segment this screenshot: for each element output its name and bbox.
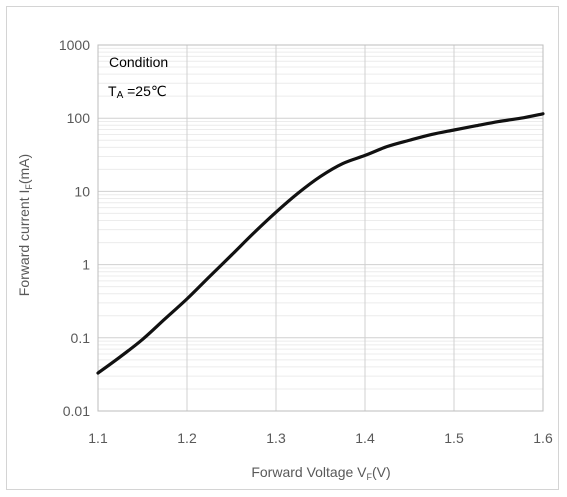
x-axis-title-main: Forward Voltage V	[251, 464, 367, 480]
x-axis-title-sub: F	[367, 472, 373, 482]
temp-subscript: A	[117, 90, 124, 101]
temperature-label: TA =25℃	[108, 83, 167, 101]
x-axis-title: Forward Voltage VF(V)	[251, 464, 390, 482]
x-tick-label: 1.3	[266, 430, 286, 446]
y-tick-label: 0.01	[63, 403, 90, 419]
y-tick-label: 1	[82, 257, 90, 273]
series-line	[96, 112, 545, 375]
y-tick-label: 10	[74, 183, 90, 199]
forward-current-chart: 1.1 1.2 1.3 1.4 1.5 1.6 0.01 0.1 1 10 100 1000 Con…	[16, 37, 553, 482]
plot-area	[97, 44, 544, 412]
y-axis-title-main: Forward current I	[16, 190, 32, 297]
x-tick-label: 1.6	[533, 430, 553, 446]
x-axis-title-tail: (V)	[372, 464, 391, 480]
y-tick-label: 1000	[59, 37, 90, 53]
x-tick-labels: 1.1 1.2 1.3 1.4 1.5 1.6	[88, 430, 553, 446]
x-tick-label: 1.1	[88, 430, 108, 446]
y-tick-labels: 0.01 0.1 1 10 100 1000	[59, 37, 90, 419]
x-tick-label: 1.4	[355, 430, 375, 446]
y-axis-title-sub: F	[24, 184, 34, 190]
y-tick-label: 0.1	[71, 330, 91, 346]
chart-frame: 1.1 1.2 1.3 1.4 1.5 1.6 0.01 0.1 1 10 100 1000 Con…	[6, 6, 559, 490]
plot-border	[97, 44, 544, 412]
x-tick-label: 1.2	[177, 430, 197, 446]
y-axis-title: Forward current IF(mA)	[16, 154, 34, 296]
condition-label: Condition	[109, 54, 168, 70]
y-axis-title-tail: (mA)	[16, 154, 32, 184]
series-group	[96, 112, 545, 375]
temp-value: =25℃	[123, 83, 166, 99]
temp-prefix: T	[108, 83, 117, 99]
major-gridlines	[97, 44, 544, 412]
y-tick-label: 100	[67, 110, 91, 126]
minor-gridlines	[98, 47, 543, 390]
x-tick-label: 1.5	[444, 430, 464, 446]
